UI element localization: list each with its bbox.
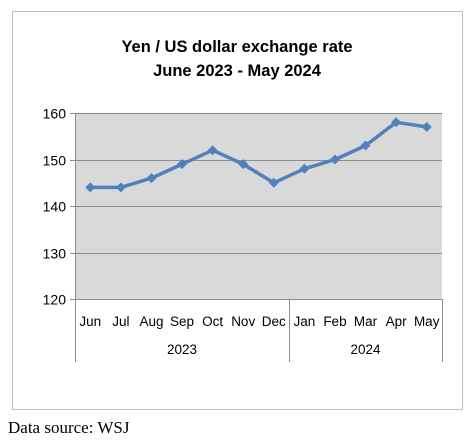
x-tick-label-sep: Sep bbox=[170, 314, 194, 329]
data-point-nov bbox=[238, 159, 249, 170]
y-tick-label: 160 bbox=[43, 106, 67, 122]
y-tick-label: 140 bbox=[43, 199, 67, 215]
data-point-may bbox=[421, 121, 432, 132]
x-tick-label-aug: Aug bbox=[139, 314, 163, 329]
x-tick-label-dec: Dec bbox=[262, 314, 286, 329]
series-line bbox=[90, 120, 427, 190]
y-tick-label: 120 bbox=[43, 292, 67, 308]
x-tick-label-oct: Oct bbox=[202, 314, 223, 329]
x-tick-label-jan: Jan bbox=[293, 314, 315, 329]
data-source-note: Data source: WSJ bbox=[8, 418, 130, 437]
data-point-oct bbox=[207, 145, 218, 156]
data-point-mar bbox=[360, 140, 371, 151]
y-tick-label: 150 bbox=[43, 153, 67, 169]
group-label-2023: 2023 bbox=[167, 342, 197, 357]
data-point-dec bbox=[268, 177, 279, 188]
x-tick-label-feb: Feb bbox=[323, 314, 346, 329]
x-tick-label-jun: Jun bbox=[79, 314, 101, 329]
chart-title: Yen / US dollar exchange rate bbox=[121, 38, 352, 56]
x-tick-label-may: May bbox=[414, 314, 440, 329]
data-point-jan bbox=[299, 163, 310, 174]
data-point-jul bbox=[115, 182, 126, 193]
x-tick-label-apr: Apr bbox=[386, 314, 408, 329]
x-axis: Jun Jul Aug Sep Oct Nov Dec Jan Feb Mar Apr May 2023… bbox=[75, 299, 443, 362]
x-tick-label-jul: Jul bbox=[112, 314, 129, 329]
gridlines bbox=[75, 113, 442, 300]
data-point-apr bbox=[391, 117, 402, 128]
x-tick-label-mar: Mar bbox=[354, 314, 378, 329]
y-tick-label: 130 bbox=[43, 246, 67, 262]
group-label-2024: 2024 bbox=[351, 342, 382, 357]
data-point-aug bbox=[146, 173, 157, 184]
data-point-jun bbox=[85, 182, 96, 193]
data-point-sep bbox=[177, 159, 188, 170]
chart-subtitle: June 2023 - May 2024 bbox=[153, 62, 322, 80]
x-tick-label-nov: Nov bbox=[231, 314, 255, 329]
series-group bbox=[85, 117, 432, 193]
data-point-feb bbox=[329, 154, 340, 165]
y-axis: 120 130 140 150 160 bbox=[43, 106, 76, 308]
